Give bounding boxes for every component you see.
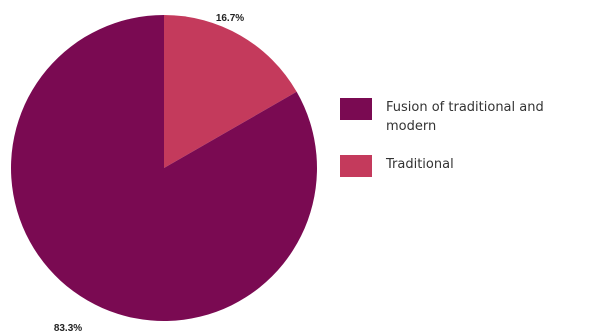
slice-label-fusion: 83.3% <box>54 323 82 334</box>
slice-label-traditional: 16.7% <box>216 13 244 24</box>
legend-item-fusion: Fusion of traditional and modern <box>340 98 596 136</box>
pie-slice-traditional <box>164 15 297 168</box>
legend-label-fusion: Fusion of traditional and modern <box>386 100 544 134</box>
chart-legend: Fusion of traditional and modern Traditi… <box>340 98 596 196</box>
legend-swatch-traditional <box>340 155 372 177</box>
legend-swatch-fusion <box>340 98 372 120</box>
pie-slices <box>10 14 317 321</box>
pie-slice-fusion <box>10 14 317 321</box>
legend-item-traditional: Traditional <box>340 155 596 177</box>
legend-label-traditional: Traditional <box>386 157 454 172</box>
